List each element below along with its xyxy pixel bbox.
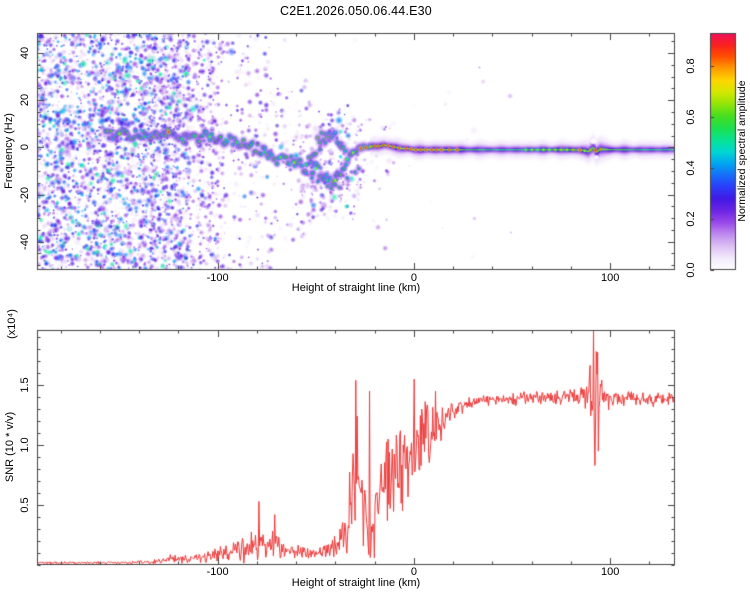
colorbar-tick-label: 0.0: [685, 262, 697, 278]
snr-x-axis-label: Height of straight line (km): [291, 577, 421, 589]
snr-x-tick-label: 0: [410, 565, 417, 578]
colorbar-tick-label: 0.6: [685, 109, 697, 125]
snr-x-tick-label: -100: [206, 565, 229, 578]
spectrogram-x-tick-label: 0: [410, 271, 417, 284]
spectrogram-x-axis-label: Height of straight line (km): [291, 282, 421, 294]
spectrogram-y-tick-label: 40: [19, 46, 31, 60]
snr-y-tick-label: 0.5: [19, 497, 31, 513]
spectrogram-y-tick-label: 20: [19, 94, 31, 107]
colorbar-tick-label: 0.4: [685, 160, 697, 176]
spectrogram-y-tick-label: 0: [19, 144, 31, 151]
spectrogram-y-tick-label: -40: [19, 233, 31, 250]
spectrogram-y-tick-label: -20: [19, 186, 31, 203]
colorbar-tick-label: 0.2: [685, 211, 697, 227]
figure-title: C2E1.2026.050.06.44.E30: [280, 4, 432, 18]
spectrogram-y-axis-label: Frequency (Hz): [3, 113, 15, 189]
snr-y-tick-label: 1.0: [19, 437, 31, 453]
colorbar-tick-label: 0.8: [685, 58, 697, 74]
snr-y-tick-label: 1.5: [19, 377, 31, 393]
snr-y-axis-label: SNR (10 * v/v): [4, 411, 16, 483]
spectrogram-x-tick-label: 100: [601, 271, 620, 284]
colorbar-label: Normalized spectral amplitude: [736, 80, 748, 222]
snr-x-tick-label: 100: [601, 565, 620, 578]
spectrogram-x-tick-label: -100: [206, 271, 229, 284]
snr-y-scale-label: (x10⁴): [6, 309, 18, 339]
